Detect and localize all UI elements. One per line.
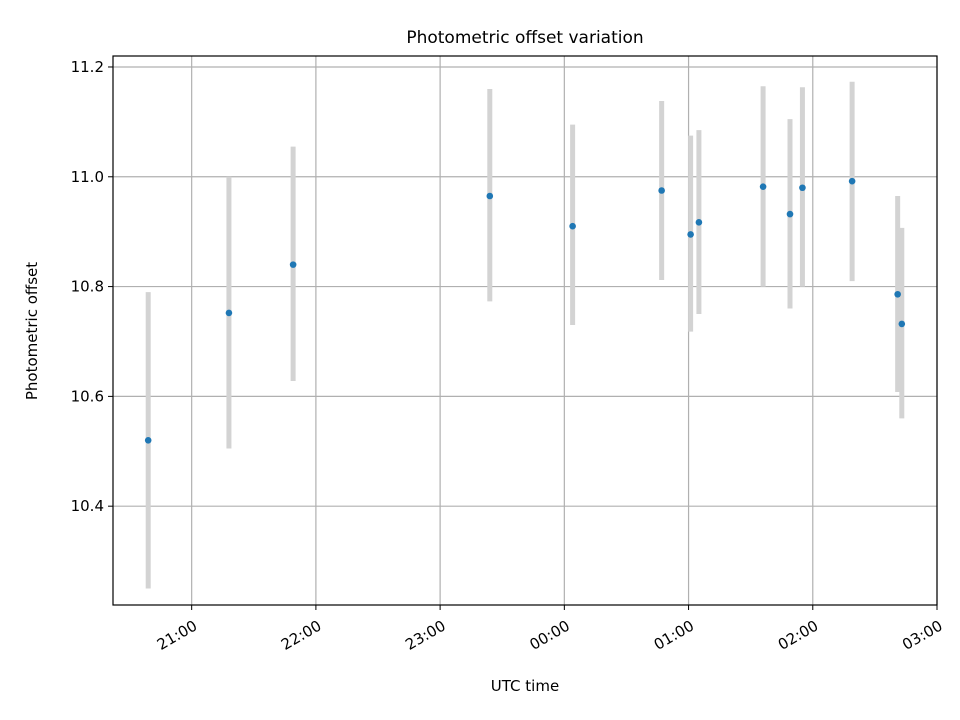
data-point — [759, 183, 767, 190]
y-tick-label: 10.4 — [71, 497, 104, 515]
data-point — [894, 290, 901, 298]
y-tick-label: 10.6 — [71, 387, 104, 405]
data-point — [658, 187, 665, 194]
data-point — [289, 261, 297, 268]
data-points — [144, 177, 906, 444]
plot-frame — [112, 55, 938, 606]
data-point — [848, 177, 856, 185]
y-tick-label: 10.8 — [71, 278, 104, 296]
data-point — [695, 219, 703, 226]
data-point — [799, 184, 806, 192]
y-tick-label: 11.0 — [71, 168, 104, 186]
data-point — [786, 210, 794, 218]
x-axis-label: UTC time — [491, 677, 559, 695]
data-point — [898, 320, 906, 328]
y-axis-label: Photometric offset — [23, 262, 41, 400]
data-point — [569, 222, 576, 230]
chart-title: Photometric offset variation — [406, 28, 643, 48]
data-point — [687, 231, 694, 238]
y-tick-label: 11.2 — [71, 58, 104, 76]
data-point — [486, 192, 494, 200]
data-point — [144, 437, 152, 444]
data-point — [225, 309, 233, 317]
